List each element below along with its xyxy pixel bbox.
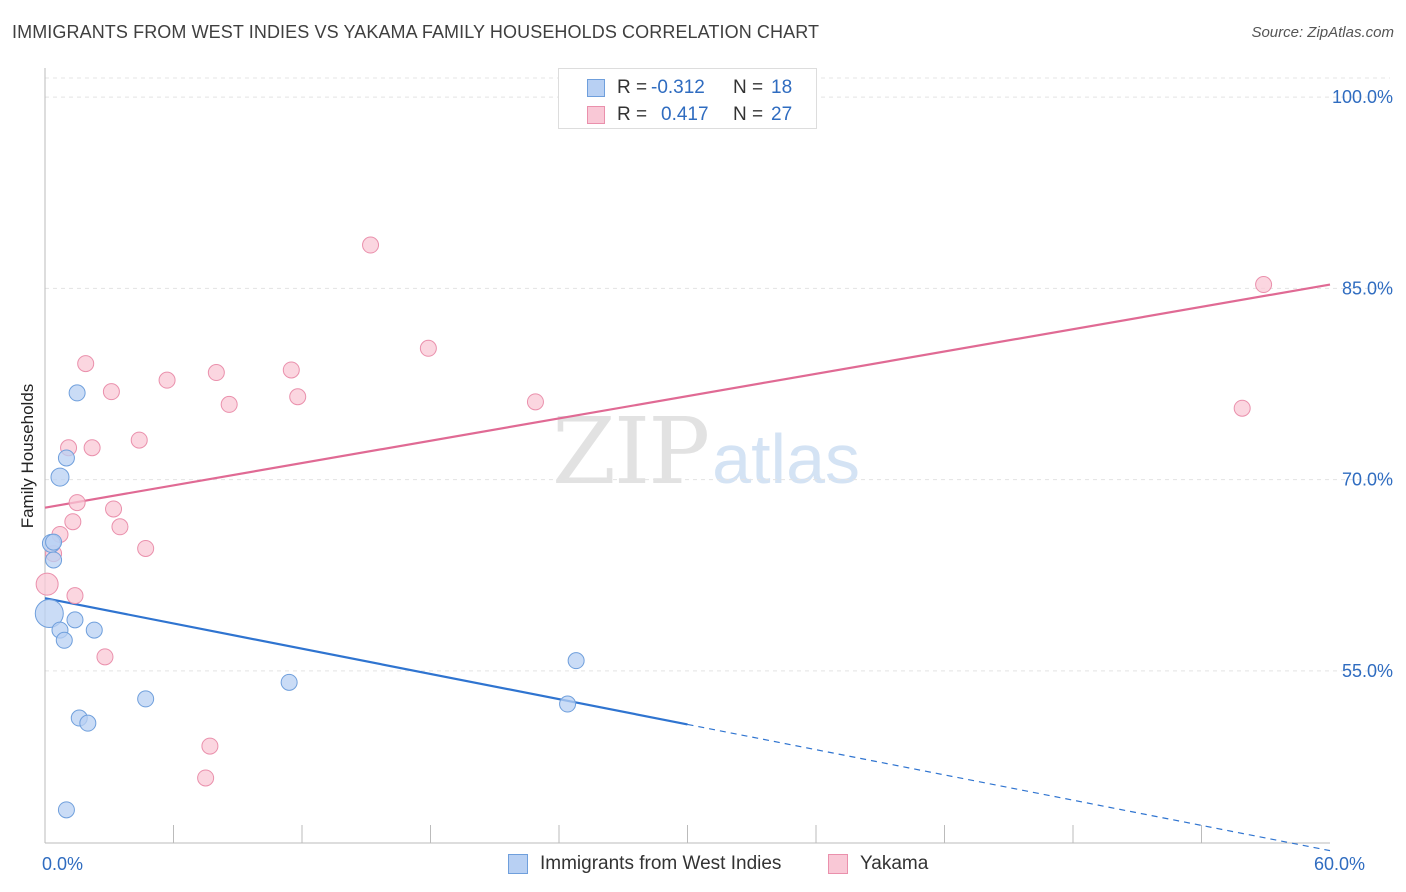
y-axis-label: Family Households — [18, 383, 37, 529]
west-indies-point — [66, 611, 84, 629]
x-tick-label: 60.0% — [1314, 854, 1365, 874]
west-indies-point — [567, 652, 585, 670]
yakama-point — [102, 383, 120, 401]
west-indies-point — [57, 449, 75, 467]
bottom-legend-label-yakama: Yakama — [860, 853, 929, 874]
y-tick-label: 85.0% — [1342, 278, 1393, 298]
legend-r-value-yakama: 0.417 — [661, 104, 709, 125]
yakama-point — [362, 236, 380, 254]
west-indies-point — [45, 551, 63, 569]
yakama-point — [130, 431, 148, 449]
west-indies-point — [79, 714, 97, 732]
yakama-point — [111, 518, 129, 536]
west-indies-point — [85, 621, 103, 639]
west-indies-point — [57, 801, 75, 819]
yakama-point — [419, 339, 437, 357]
yakama-point — [1255, 276, 1273, 294]
west-indies-trend-extension — [687, 723, 1331, 852]
legend-n-label: N = — [733, 104, 764, 125]
west-indies-point — [559, 695, 577, 713]
legend-swatch-west-indies — [587, 79, 605, 97]
bottom-legend-swatch-yakama — [828, 854, 848, 874]
west-indies-point — [45, 533, 63, 551]
yakama-point — [289, 388, 307, 406]
yakama-point — [1233, 399, 1251, 417]
yakama-point — [197, 769, 215, 787]
legend-n-value-yakama: 27 — [771, 104, 793, 125]
yakama-point — [220, 395, 238, 413]
yakama-point — [68, 494, 86, 512]
legend-n-value-west-indies: 18 — [771, 77, 793, 98]
yakama-point — [35, 572, 59, 596]
yakama-point — [207, 364, 225, 382]
west-indies-point — [34, 599, 64, 628]
y-tick-label: 100.0% — [1332, 87, 1393, 107]
yakama-point — [282, 361, 300, 379]
source-label: Source: ZipAtlas.com — [1251, 24, 1394, 41]
west-indies-point — [68, 384, 86, 402]
yakama-point — [77, 355, 95, 373]
watermark: ZIPatlas — [552, 398, 860, 505]
west-indies-trend-line — [44, 597, 688, 726]
bottom-legend-label-west-indies: Immigrants from West Indies — [540, 853, 782, 874]
legend-r-value-west-indies: -0.312 — [651, 77, 705, 98]
yakama-point — [158, 371, 176, 389]
yakama-point — [137, 539, 155, 557]
watermark-atlas: atlas — [712, 420, 861, 498]
yakama-point — [64, 513, 82, 531]
yakama-point — [526, 393, 544, 411]
y-tick-label: 70.0% — [1342, 470, 1393, 490]
west-indies-point — [55, 631, 73, 649]
chart-title: IMMIGRANTS FROM WEST INDIES VS YAKAMA FA… — [12, 22, 820, 42]
yakama-point — [105, 500, 123, 518]
bottom-legend-swatch-west-indies — [508, 854, 528, 874]
legend-n-label: N = — [733, 77, 764, 98]
x-tick-label: 0.0% — [42, 854, 83, 874]
west-indies-point — [137, 690, 155, 708]
legend-r-label: R = — [617, 77, 648, 98]
yakama-point — [201, 737, 219, 755]
west-indies-point — [50, 467, 70, 487]
yakama-point — [83, 439, 101, 457]
yakama-point — [66, 587, 84, 605]
y-tick-label: 55.0% — [1342, 661, 1393, 681]
yakama-point — [96, 648, 114, 666]
west-indies-point — [280, 673, 298, 691]
correlation-legend: R = -0.312 N = 18 R = 0.417 N = 27 — [558, 68, 817, 129]
legend-swatch-yakama — [587, 106, 605, 124]
legend-r-label: R = — [617, 104, 648, 125]
yakama-trend-line — [44, 283, 1331, 509]
